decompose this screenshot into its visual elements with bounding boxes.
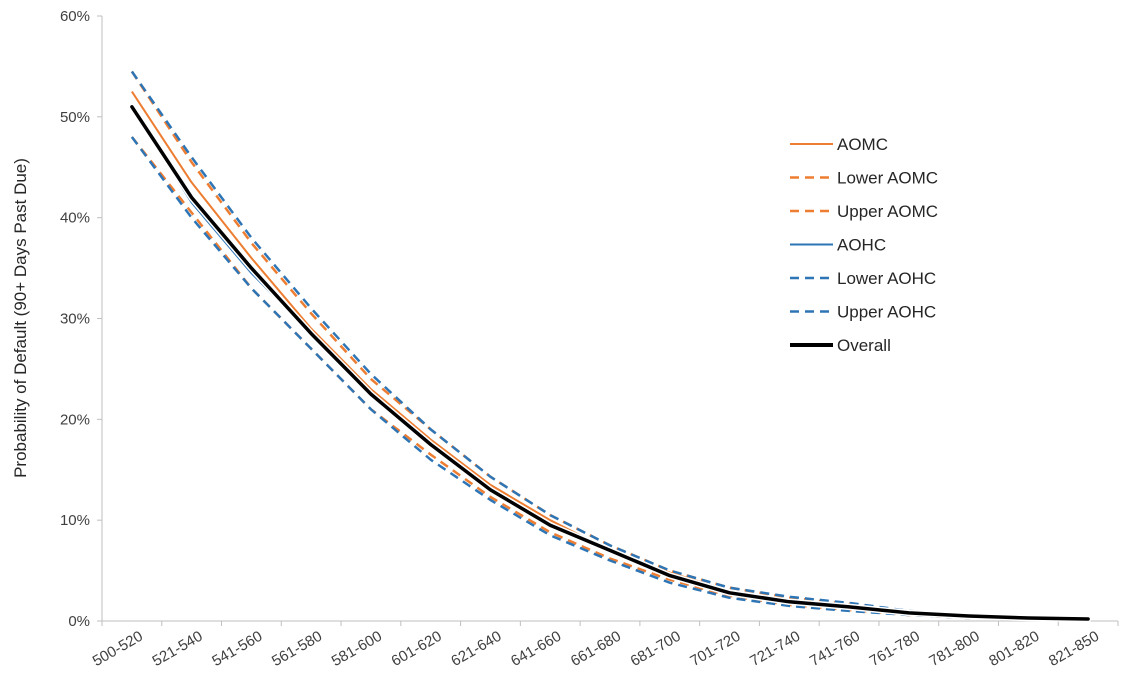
legend-label: Overall: [837, 336, 891, 355]
x-tick-label: 761-780: [867, 628, 923, 670]
x-tick-label: 581-600: [329, 628, 385, 670]
x-tick-label: 561-580: [269, 628, 325, 670]
legend-label: AOHC: [837, 236, 886, 255]
series-overall: [128, 103, 1092, 623]
series-upper-aohc: [130, 70, 1089, 620]
y-tick-label: 60%: [60, 8, 90, 25]
x-tick-label: 821-850: [1046, 628, 1102, 670]
legend: AOMC Lower AOMC Upper AOMC AOHC Lower AOHC Up…: [790, 135, 938, 355]
legend-label: Lower AOMC: [837, 169, 938, 188]
legend-item: AOHC: [790, 236, 886, 255]
axes: [101, 16, 1118, 622]
y-axis-ticks: 0% 10% 20% 30% 40% 50% 60%: [60, 8, 102, 630]
x-tick-label: 641-660: [508, 628, 564, 670]
series-line: [131, 91, 1089, 620]
series-line: [130, 70, 1089, 620]
legend-item: Upper AOMC: [790, 202, 938, 221]
legend-item: AOMC: [790, 135, 888, 154]
legend-label: AOMC: [837, 135, 888, 154]
series-line-halo: [128, 103, 1092, 623]
legend-label: Upper AOMC: [837, 202, 938, 221]
y-tick-label: 0%: [68, 613, 90, 630]
x-tick-label: 741-760: [807, 628, 863, 670]
x-tick-label: 701-720: [687, 628, 743, 670]
y-tick-label: 10%: [60, 512, 90, 529]
x-tick-label: 521-540: [149, 628, 205, 670]
series-line: [131, 106, 1089, 620]
y-axis-title: Probability of Default (90+ Days Past Du…: [11, 158, 30, 478]
x-tick-label: 681-700: [628, 628, 684, 670]
legend-label: Upper AOHC: [837, 303, 936, 322]
y-tick-label: 20%: [60, 411, 90, 428]
x-tick-label: 661-680: [568, 628, 624, 670]
legend-item: Lower AOMC: [790, 169, 938, 188]
x-tick-label: 541-560: [209, 628, 265, 670]
series-line: [130, 70, 1089, 620]
series-line: [130, 105, 1090, 621]
x-tick-label: 601-620: [389, 628, 445, 670]
legend-item: Overall: [790, 336, 891, 355]
series-aohc: [131, 106, 1089, 620]
series-lines: [128, 70, 1092, 623]
x-tick-label: 500-520: [90, 628, 146, 670]
legend-label: Lower AOHC: [837, 269, 936, 288]
legend-item: Upper AOHC: [790, 303, 936, 322]
series-aomc: [131, 91, 1089, 620]
x-axis-ticks: 500-520 521-540 541-560 561-580 581-600 601-6…: [90, 621, 1119, 670]
x-tick-label: 621-640: [448, 628, 504, 670]
y-tick-label: 40%: [60, 210, 90, 227]
series-upper-aomc: [130, 70, 1089, 620]
y-tick-label: 50%: [60, 109, 90, 126]
x-tick-label: 721-740: [747, 628, 803, 670]
x-tick-label: 801-820: [986, 628, 1042, 670]
legend-item: Lower AOHC: [790, 269, 936, 288]
x-tick-label: 781-800: [926, 628, 982, 670]
y-tick-label: 30%: [60, 311, 90, 328]
